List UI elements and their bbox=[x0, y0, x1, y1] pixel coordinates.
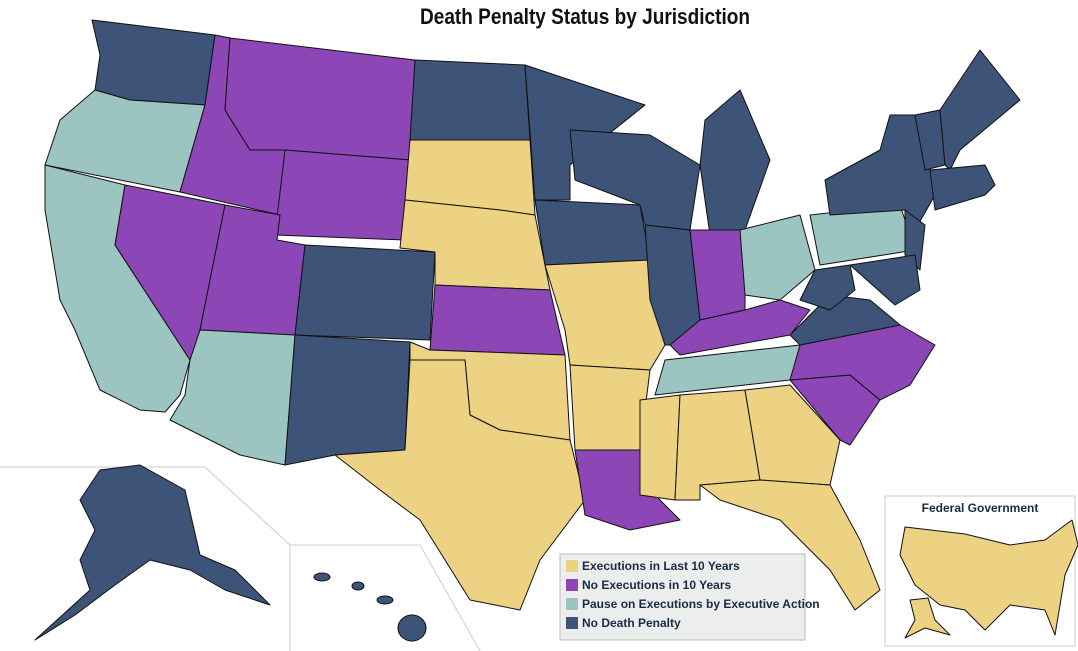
state bbox=[699, 89, 771, 236]
federal-alaska bbox=[904, 597, 951, 639]
states bbox=[44, 19, 1021, 611]
state bbox=[91, 19, 216, 106]
legend-label: No Executions in 10 Years bbox=[582, 578, 732, 592]
state bbox=[294, 244, 436, 341]
state bbox=[739, 214, 816, 301]
legend-swatch bbox=[566, 617, 578, 629]
state bbox=[789, 324, 936, 401]
state bbox=[409, 59, 531, 141]
state bbox=[849, 254, 921, 306]
legend: Executions in Last 10 Years No Executions… bbox=[559, 553, 820, 641]
legend-swatch bbox=[566, 560, 578, 572]
state bbox=[669, 299, 811, 356]
state bbox=[904, 209, 926, 271]
legend-label: No Death Penalty bbox=[582, 616, 681, 630]
state bbox=[313, 572, 331, 582]
state bbox=[34, 464, 271, 641]
inset-border bbox=[290, 544, 481, 651]
state bbox=[429, 284, 566, 356]
state bbox=[534, 199, 651, 266]
state bbox=[569, 364, 651, 451]
state bbox=[639, 394, 681, 501]
state bbox=[809, 204, 916, 266]
federal-inset: Federal Government bbox=[884, 495, 1078, 647]
state bbox=[397, 614, 427, 642]
legend-box bbox=[559, 553, 806, 641]
state bbox=[376, 595, 394, 605]
inset-title: Federal Government bbox=[922, 501, 1039, 515]
state bbox=[274, 149, 411, 241]
state bbox=[689, 229, 746, 321]
state bbox=[939, 49, 1021, 171]
legend-label: Executions in Last 10 Years bbox=[582, 559, 740, 573]
federal-map bbox=[899, 519, 1078, 636]
state bbox=[799, 264, 856, 311]
state bbox=[929, 164, 996, 211]
legend-label: Pause on Executions by Executive Action bbox=[582, 597, 820, 611]
state bbox=[224, 37, 416, 161]
insets bbox=[0, 464, 481, 651]
legend-swatch bbox=[566, 579, 578, 591]
state bbox=[284, 334, 411, 466]
inset-border bbox=[0, 466, 291, 651]
state bbox=[351, 581, 365, 591]
map-title: Death Penalty Status by Jurisdiction bbox=[420, 4, 750, 29]
legend-swatch bbox=[566, 598, 578, 610]
state bbox=[744, 384, 841, 486]
state bbox=[334, 359, 586, 611]
state bbox=[699, 479, 881, 611]
